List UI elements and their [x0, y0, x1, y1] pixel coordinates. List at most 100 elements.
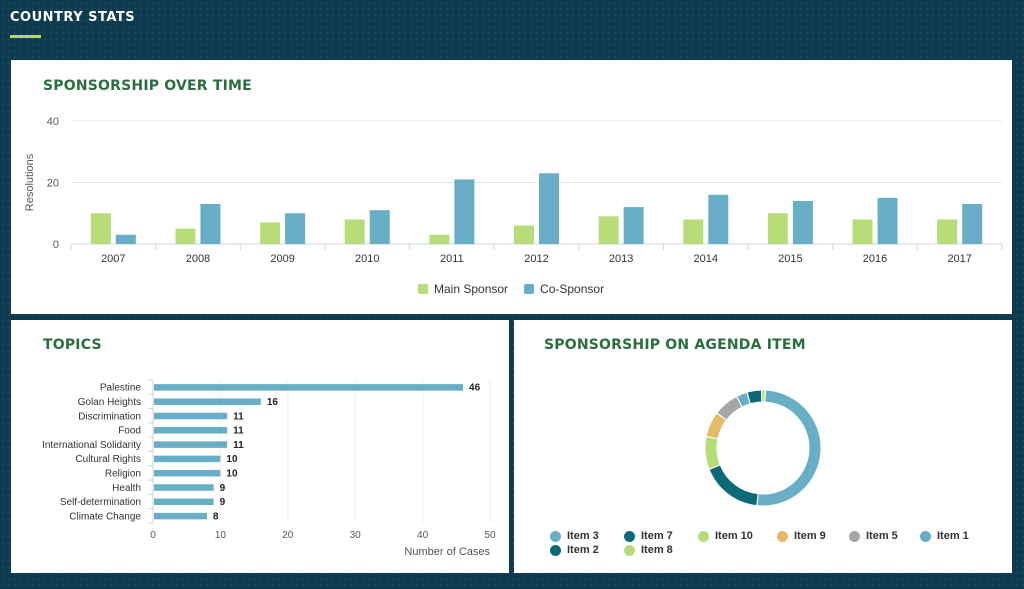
topic-bar — [154, 455, 221, 463]
topic-bar — [154, 484, 214, 491]
main-sponsor-bar — [344, 219, 365, 244]
donut-slice-item-2 — [709, 465, 758, 506]
x-tick-label: 2007 — [101, 253, 125, 265]
co-sponsor-bar — [792, 200, 813, 244]
co-sponsor-bar — [539, 173, 559, 244]
x-tick-label: 2016 — [863, 253, 887, 265]
y-tick-label: Golan Heights — [78, 397, 141, 408]
co-sponsor-bar — [708, 194, 729, 244]
main-sponsor-bar — [429, 234, 450, 244]
legend-swatch — [418, 284, 428, 294]
x-tick-label: 0 — [150, 530, 156, 541]
agenda-title: SPONSORSHIP ON AGENDA ITEM — [544, 337, 806, 353]
legend-item[interactable]: Item 10 — [698, 530, 753, 542]
legend-item[interactable]: Main Sponsor — [418, 282, 508, 296]
y-tick-label: Health — [112, 483, 141, 494]
legend-item[interactable]: Item 2 — [550, 544, 599, 556]
legend-label: Item 8 — [641, 544, 673, 556]
co-sponsor-bar — [285, 213, 306, 244]
topic-bar — [154, 469, 221, 477]
legend-item[interactable]: Item 8 — [624, 544, 673, 556]
y-tick-label: Cultural Rights — [75, 454, 141, 465]
x-tick-label: 10 — [215, 530, 227, 541]
x-tick-label: 2017 — [947, 253, 971, 265]
legend-swatch — [550, 544, 561, 556]
x-tick-label: 40 — [417, 530, 429, 541]
main-sponsor-bar — [937, 219, 958, 244]
x-tick-label: 20 — [282, 530, 294, 541]
legend-swatch — [550, 530, 561, 542]
co-sponsor-bar — [877, 197, 898, 244]
donut-slice-item-10 — [705, 437, 720, 469]
y-axis-label: Resolutions — [24, 153, 36, 211]
y-tick-label: Religion — [105, 468, 141, 479]
legend-label: Item 9 — [794, 530, 826, 542]
topics-title: TOPICS — [43, 337, 102, 353]
x-tick-label: 50 — [484, 530, 496, 541]
legend-label: Main Sponsor — [434, 282, 509, 296]
legend-item[interactable]: Item 9 — [777, 530, 826, 542]
x-tick-label: 2015 — [778, 253, 802, 265]
topic-bar — [154, 498, 214, 506]
data-label: 46 — [469, 383, 481, 394]
y-tick-label: 20 — [47, 178, 59, 190]
legend-swatch — [524, 284, 535, 294]
legend-swatch — [920, 530, 931, 542]
co-sponsor-bar — [115, 234, 136, 244]
data-label: 11 — [233, 426, 244, 437]
data-label: 9 — [220, 483, 226, 494]
co-sponsor-bar — [200, 204, 221, 244]
data-label: 8 — [213, 511, 219, 522]
legend-item[interactable]: Co-Sponsor — [524, 282, 604, 296]
topic-bar — [154, 384, 464, 391]
legend-swatch — [849, 530, 860, 542]
data-label: 9 — [220, 497, 226, 508]
donut-slice-item-9 — [706, 413, 726, 439]
legend-item[interactable]: Item 5 — [849, 530, 898, 542]
agenda-donut-chart — [705, 390, 821, 506]
main-sponsor-bar — [90, 213, 111, 244]
x-tick-label: 2011 — [440, 253, 464, 265]
co-sponsor-bar — [962, 204, 983, 244]
x-tick-label: 2009 — [270, 253, 294, 265]
legend-swatch — [698, 530, 709, 542]
sponsorship-title: SPONSORSHIP OVER TIME — [43, 78, 252, 94]
page-title-underline — [10, 35, 41, 38]
legend-label: Item 10 — [715, 530, 753, 542]
x-tick-label: 2014 — [694, 253, 718, 265]
data-label: 10 — [226, 468, 238, 479]
legend-swatch — [624, 544, 635, 556]
legend-item[interactable]: Item 3 — [550, 530, 599, 542]
topics-chart: 0 10 20 30 40 50 Palestine 46 Golan Heights 16 Dis… — [42, 379, 496, 558]
co-sponsor-bar — [623, 207, 644, 244]
main-sponsor-bar — [175, 228, 196, 244]
legend-label: Co-Sponsor — [540, 282, 605, 296]
y-tick-label: 40 — [47, 116, 59, 128]
x-axis-label: Number of Cases — [404, 546, 490, 558]
legend-label: Item 2 — [567, 544, 599, 556]
data-label: 11 — [233, 411, 244, 422]
legend-label: Item 5 — [866, 530, 898, 542]
sponsorship-chart: 0 20 40 2007 2008 2009 2010 2011 2012 2013 2014 201… — [24, 116, 1003, 265]
agenda-panel — [514, 320, 1012, 573]
x-tick-label: 2013 — [609, 253, 633, 265]
topic-bar — [154, 427, 228, 434]
donut-slice-item-1 — [737, 392, 750, 407]
main-sponsor-bar — [514, 225, 534, 244]
legend-item[interactable]: Item 1 — [920, 530, 969, 542]
topic-bar — [154, 441, 228, 448]
main-sponsor-bar — [852, 219, 873, 244]
co-sponsor-bar — [454, 179, 475, 244]
legend-swatch — [777, 530, 788, 542]
y-tick-label: Discrimination — [78, 411, 141, 422]
y-tick-label: Self-determination — [60, 497, 141, 508]
co-sponsor-bar — [369, 210, 390, 244]
main-sponsor-bar — [767, 213, 788, 244]
y-tick-label: Climate Change — [69, 511, 141, 522]
sponsorship-legend: Main Sponsor Co-Sponsor — [418, 282, 620, 296]
legend-item[interactable]: Item 7 — [624, 530, 673, 542]
donut-slice-item-7 — [747, 390, 762, 404]
topic-bar — [154, 512, 207, 520]
data-label: 11 — [233, 440, 244, 451]
x-tick-label: 2012 — [524, 253, 548, 265]
